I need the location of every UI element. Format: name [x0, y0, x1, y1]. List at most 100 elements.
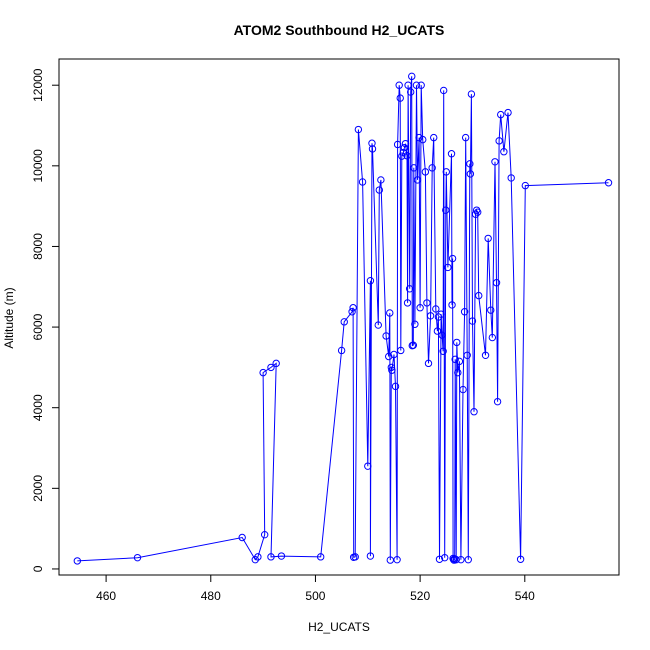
data-point [442, 206, 450, 214]
data-point [316, 553, 325, 561]
data-point [463, 351, 471, 359]
data-point [419, 135, 427, 144]
data-point [368, 145, 377, 153]
x-tick-label: 480 [201, 589, 221, 603]
data-point [488, 333, 497, 342]
data-point [432, 305, 440, 313]
series-line [77, 76, 609, 562]
data-point [403, 152, 411, 160]
y-axis: 0 2000 4000 6000 8000 10000 12000 [31, 68, 60, 572]
data-point [484, 234, 492, 243]
data-point [417, 81, 425, 89]
data-point [391, 382, 400, 391]
data-point [444, 263, 452, 272]
data-point [395, 81, 403, 89]
data-point [348, 308, 356, 316]
data-point [386, 309, 394, 317]
data-point [453, 338, 461, 347]
data-point [387, 363, 396, 372]
data-point [448, 254, 457, 263]
x-tick-label: 460 [96, 589, 116, 603]
series-polyline [77, 76, 609, 562]
data-point [337, 346, 346, 355]
data-point [421, 168, 430, 176]
data-point [403, 299, 412, 307]
data-point [461, 133, 470, 142]
data-point [398, 152, 406, 160]
data-point [451, 355, 459, 364]
data-point [393, 140, 402, 149]
data-point [415, 133, 423, 142]
data-point [473, 208, 482, 216]
data-point [495, 137, 503, 145]
y-axis-label: Altitude (m) [2, 287, 16, 348]
data-point [437, 310, 445, 318]
data-point [428, 164, 436, 172]
data-point [455, 357, 464, 366]
data-point [410, 164, 418, 172]
data-point [464, 555, 472, 564]
data-point [388, 366, 396, 374]
data-point [133, 553, 142, 562]
data-point [424, 359, 433, 368]
data-point [351, 553, 359, 561]
data-point [493, 397, 502, 406]
data-point [254, 553, 262, 561]
data-point [411, 320, 419, 328]
data-point [457, 555, 465, 564]
data-point [435, 555, 444, 563]
data-point [366, 552, 375, 560]
data-point [507, 174, 515, 182]
data-point [447, 150, 456, 158]
data-point [272, 359, 280, 368]
data-point [492, 279, 501, 287]
data-point [454, 368, 462, 377]
data-point [340, 318, 348, 326]
data-point [430, 133, 438, 142]
data-point [375, 186, 383, 194]
data-point [374, 321, 382, 329]
data-point [500, 148, 508, 156]
data-point [73, 557, 82, 565]
data-point [604, 179, 613, 187]
data-point [460, 308, 469, 316]
y-tick-label: 4000 [31, 394, 45, 421]
chart-title: ATOM2 Southbound H2_UCATS [234, 22, 445, 38]
data-point [401, 139, 410, 148]
data-point [397, 346, 405, 355]
data-point [497, 110, 505, 119]
data-point [277, 552, 286, 560]
data-point [349, 304, 357, 312]
data-point [407, 88, 415, 96]
series-points [73, 72, 613, 565]
data-point [259, 368, 267, 377]
data-point [475, 291, 483, 300]
data-point [426, 312, 435, 320]
data-point [400, 143, 409, 152]
data-point [471, 210, 480, 218]
y-tick-label: 12000 [31, 68, 45, 102]
data-point [459, 385, 467, 394]
y-tick-label: 8000 [31, 233, 45, 260]
data-point [377, 176, 385, 184]
y-tick-label: 6000 [31, 313, 45, 340]
data-point [466, 170, 475, 178]
data-point [487, 306, 495, 314]
x-axis: 460 480 500 520 540 [96, 574, 535, 603]
y-tick-label: 0 [31, 565, 45, 572]
y-tick-label: 10000 [31, 149, 45, 183]
x-tick-label: 520 [410, 589, 430, 603]
data-point [441, 553, 449, 562]
data-point [260, 530, 269, 539]
data-point [467, 90, 476, 98]
data-point [470, 408, 478, 416]
data-point [368, 139, 376, 147]
data-point [404, 81, 412, 89]
data-point [504, 108, 512, 117]
data-point [452, 555, 460, 564]
data-point [405, 285, 414, 293]
data-point [448, 301, 456, 309]
data-point [364, 462, 372, 470]
data-point [267, 363, 275, 372]
